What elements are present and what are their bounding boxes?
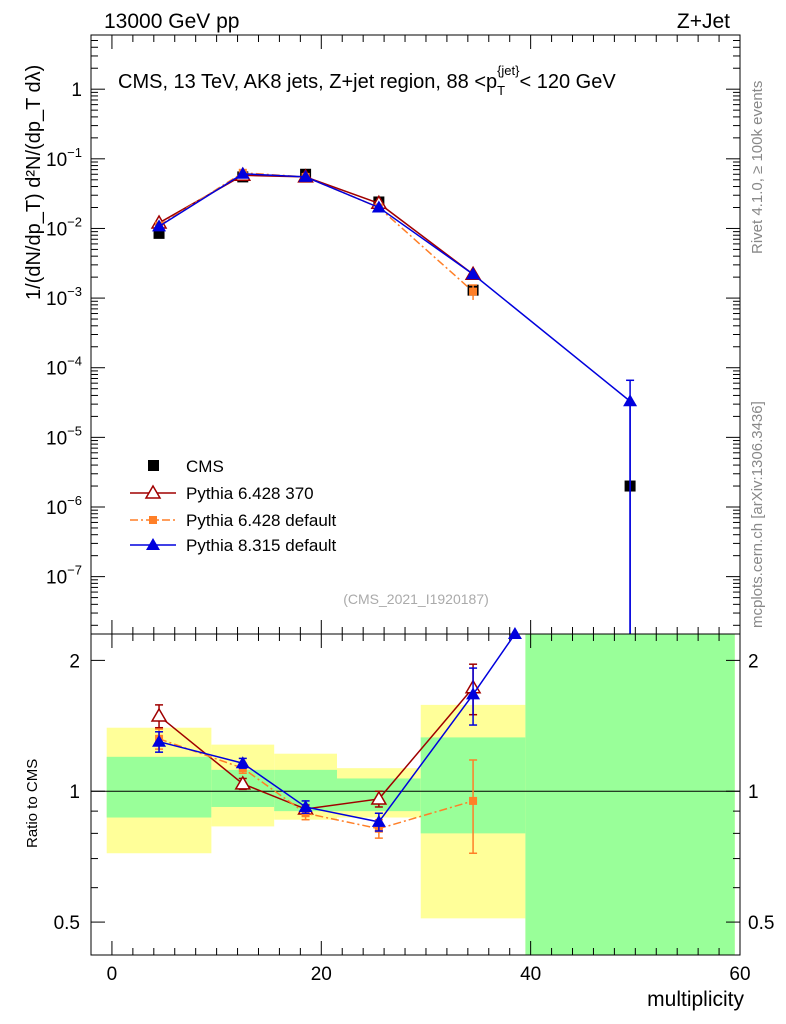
ratio-point-p6-370 xyxy=(370,790,388,805)
ratio-ytick-label-left: 0.5 xyxy=(54,913,80,934)
ratio-ytick-label-right: 0.5 xyxy=(748,913,774,934)
data-point-p8-default xyxy=(466,267,481,280)
ratio-point-p6-370 xyxy=(150,707,168,722)
xtick-label: 0 xyxy=(107,964,118,985)
data-point-cms xyxy=(153,227,165,239)
ratio-point-p8-default xyxy=(466,687,481,700)
main-ytick-label: 10−1 xyxy=(46,145,82,171)
main-line-1 xyxy=(158,174,474,275)
main-ytick-label: 10−6 xyxy=(46,493,82,519)
legend-label-cms: CMS xyxy=(186,457,224,476)
ratio-ytick-label-left: 1 xyxy=(69,782,80,803)
ratio-line-2 xyxy=(158,633,516,823)
xtick-label: 40 xyxy=(520,964,541,985)
legend: CMS Pythia 6.428 370 Pythia 6.428 defaul… xyxy=(130,457,337,555)
ratio-point-p8-default xyxy=(507,627,522,639)
ratio-ylabel: Ratio to CMS xyxy=(24,759,41,848)
ratio-point-p8-default xyxy=(298,799,313,812)
main-ytick-label: 10−7 xyxy=(46,563,82,589)
xtick-label: 20 xyxy=(311,964,332,985)
data-point-p8-default xyxy=(235,166,250,179)
legend-label-p6-370: Pythia 6.428 370 xyxy=(186,484,314,503)
header-right: Z+Jet xyxy=(677,10,730,33)
main-ytick-label: 10−5 xyxy=(46,423,82,449)
ratio-point-p8-default xyxy=(371,814,386,827)
xtick-label: 60 xyxy=(729,964,750,985)
data-point-p8-default xyxy=(152,219,167,232)
ratio-ytick-label-right: 1 xyxy=(748,782,759,803)
header-left: 13000 GeV pp xyxy=(104,10,239,33)
main-ytick-label: 10−2 xyxy=(46,214,82,240)
data-point-p8-default xyxy=(371,200,386,213)
legend-marker-p6-default xyxy=(149,516,157,524)
side-text-bottom: mcplots.cern.ch [arXiv:1306.3436] xyxy=(749,401,766,628)
stat-band-5 xyxy=(525,634,735,955)
main-ytick-label: 1 xyxy=(71,80,82,101)
x-axis-label: multiplicity xyxy=(647,988,744,1011)
legend-label-p6-default: Pythia 6.428 default xyxy=(186,511,337,530)
legend-marker-p6-370 xyxy=(144,484,162,499)
main-panel: 10−7 10−6 10−5 10−4 10−3 10−2 10−1 1 xyxy=(46,34,741,635)
main-ylabel: 1/(dN/dp_T) d²N/(dp_T dλ) xyxy=(23,65,45,300)
data-point-p8-default xyxy=(298,169,313,182)
main-ytick-label: 10−3 xyxy=(46,284,82,310)
data-point-p8-default xyxy=(623,394,638,407)
ratio-ytick-label-left: 2 xyxy=(69,651,80,672)
ratio-frame xyxy=(90,633,741,956)
ratio-point-p8-default xyxy=(235,756,250,769)
legend-label-p8-default: Pythia 8.315 default xyxy=(186,536,337,555)
ratio-point-p6-370 xyxy=(234,775,252,790)
ratio-ytick-label-right: 2 xyxy=(748,651,759,672)
watermark: (CMS_2021_I1920187) xyxy=(343,591,489,607)
main-line-2 xyxy=(158,172,474,293)
legend-marker-cms xyxy=(148,460,159,471)
main-ytick-label: 10−4 xyxy=(46,354,82,380)
main-line-3 xyxy=(158,173,631,402)
stat-band-0 xyxy=(106,756,212,818)
ratio-panel: 0.5 0.51 12 20 20 40 60 xyxy=(54,627,774,985)
data-point-p6-default xyxy=(469,287,478,296)
ratio-point-p6-default xyxy=(469,796,478,805)
side-text-top: Rivet 4.1.0, ≥ 100k events xyxy=(749,81,766,254)
legend-marker-p8-default xyxy=(146,538,160,550)
main-title: CMS, 13 TeV, AK8 jets, Z+jet region, 88 … xyxy=(118,63,616,98)
ratio-point-p8-default xyxy=(152,734,167,747)
